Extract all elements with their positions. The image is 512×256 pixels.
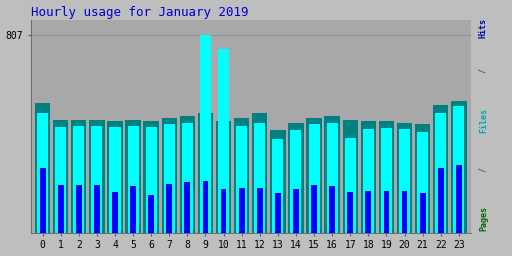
- Bar: [433, 105, 449, 233]
- Bar: [438, 168, 444, 233]
- Bar: [71, 120, 87, 233]
- Bar: [451, 101, 466, 233]
- Bar: [329, 186, 335, 233]
- Bar: [55, 127, 66, 233]
- Bar: [379, 121, 394, 233]
- Bar: [198, 113, 213, 233]
- Bar: [180, 116, 195, 233]
- Bar: [216, 121, 231, 233]
- Bar: [325, 116, 340, 233]
- Bar: [309, 124, 319, 233]
- Bar: [53, 120, 69, 233]
- Text: Files: Files: [479, 108, 488, 133]
- Bar: [234, 118, 249, 233]
- Bar: [58, 185, 63, 233]
- Bar: [218, 49, 229, 233]
- Bar: [435, 113, 446, 233]
- Bar: [345, 138, 356, 233]
- Bar: [110, 127, 120, 233]
- Bar: [360, 121, 376, 233]
- Bar: [162, 118, 177, 233]
- Bar: [239, 188, 245, 233]
- Bar: [415, 124, 431, 233]
- Bar: [148, 195, 154, 233]
- Bar: [270, 130, 286, 233]
- Bar: [275, 193, 281, 233]
- Bar: [125, 120, 141, 233]
- Text: Hits: Hits: [479, 18, 488, 38]
- Bar: [236, 126, 247, 233]
- Bar: [143, 121, 159, 233]
- Bar: [73, 126, 84, 233]
- Bar: [272, 138, 284, 233]
- Bar: [290, 130, 302, 233]
- Bar: [257, 188, 263, 233]
- Bar: [166, 184, 172, 233]
- Bar: [203, 181, 208, 233]
- Bar: [108, 121, 123, 233]
- Bar: [254, 123, 265, 233]
- Bar: [37, 113, 48, 233]
- Bar: [112, 192, 118, 233]
- Bar: [327, 123, 338, 233]
- Text: Pages: Pages: [479, 206, 488, 231]
- Bar: [35, 103, 50, 233]
- Bar: [130, 186, 136, 233]
- Text: /: /: [479, 162, 488, 177]
- Bar: [200, 35, 211, 233]
- Bar: [399, 129, 410, 233]
- Bar: [127, 126, 139, 233]
- Bar: [91, 126, 102, 233]
- Bar: [366, 191, 371, 233]
- Bar: [94, 185, 100, 233]
- Bar: [401, 191, 408, 233]
- Bar: [343, 120, 358, 233]
- Bar: [381, 128, 392, 233]
- Bar: [184, 182, 190, 233]
- Text: Hourly usage for January 2019: Hourly usage for January 2019: [31, 6, 248, 18]
- Bar: [417, 132, 428, 233]
- Bar: [293, 189, 299, 233]
- Bar: [306, 118, 322, 233]
- Bar: [89, 120, 104, 233]
- Bar: [397, 123, 412, 233]
- Bar: [453, 106, 464, 233]
- Bar: [288, 123, 304, 233]
- Bar: [182, 123, 193, 233]
- Bar: [221, 189, 226, 233]
- Bar: [347, 192, 353, 233]
- Bar: [164, 124, 175, 233]
- Bar: [420, 193, 425, 233]
- Bar: [39, 168, 46, 233]
- Bar: [311, 185, 317, 233]
- Bar: [76, 185, 82, 233]
- Bar: [383, 191, 389, 233]
- Bar: [252, 113, 267, 233]
- Bar: [145, 127, 157, 233]
- Text: /: /: [479, 63, 488, 79]
- Bar: [456, 165, 462, 233]
- Bar: [363, 129, 374, 233]
